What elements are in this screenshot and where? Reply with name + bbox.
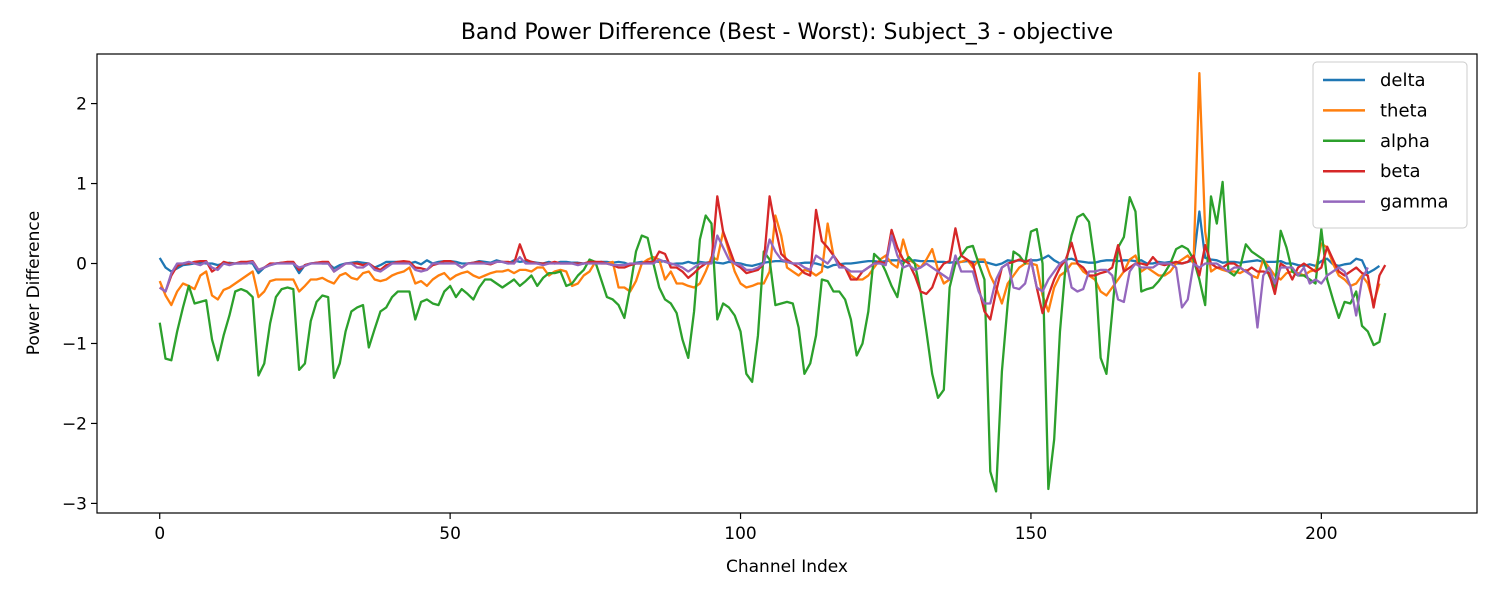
legend-label-beta: beta: [1380, 161, 1421, 182]
legend: delta theta alpha beta gamma: [1312, 61, 1468, 229]
chart-title: Band Power Difference (Best - Worst): Su…: [461, 20, 1113, 45]
legend-label-theta: theta: [1380, 100, 1428, 121]
y-tick-label: −3: [62, 494, 87, 514]
series-line-alpha: [158, 180, 1387, 493]
y-tick-label: 2: [76, 95, 87, 115]
series-line-beta: [159, 195, 1387, 321]
x-axis: 0 50 100 150 200: [154, 513, 1338, 544]
series-line-theta: [158, 72, 1381, 313]
y-axis-label: Power Difference: [24, 211, 44, 355]
legend-label-gamma: gamma: [1380, 192, 1449, 213]
legend-label-alpha: alpha: [1380, 131, 1430, 152]
series-line-gamma: [159, 234, 1369, 329]
y-tick-label: −1: [62, 334, 87, 354]
x-tick-label: 100: [724, 524, 756, 544]
x-tick-label: 50: [439, 524, 461, 544]
y-tick-label: 0: [76, 255, 87, 275]
axes-frame: [96, 53, 1478, 514]
y-tick-label: −2: [62, 414, 87, 434]
y-tick-label: 1: [76, 175, 87, 195]
legend-frame: [1312, 61, 1468, 229]
y-axis: −3 −2 −1 0 1 2: [62, 95, 97, 514]
x-tick-label: 150: [1015, 524, 1047, 544]
x-axis-label: Channel Index: [726, 557, 848, 577]
x-tick-label: 0: [154, 524, 165, 544]
plot-area: [158, 72, 1387, 493]
x-tick-label: 200: [1305, 524, 1337, 544]
legend-label-delta: delta: [1380, 70, 1426, 91]
